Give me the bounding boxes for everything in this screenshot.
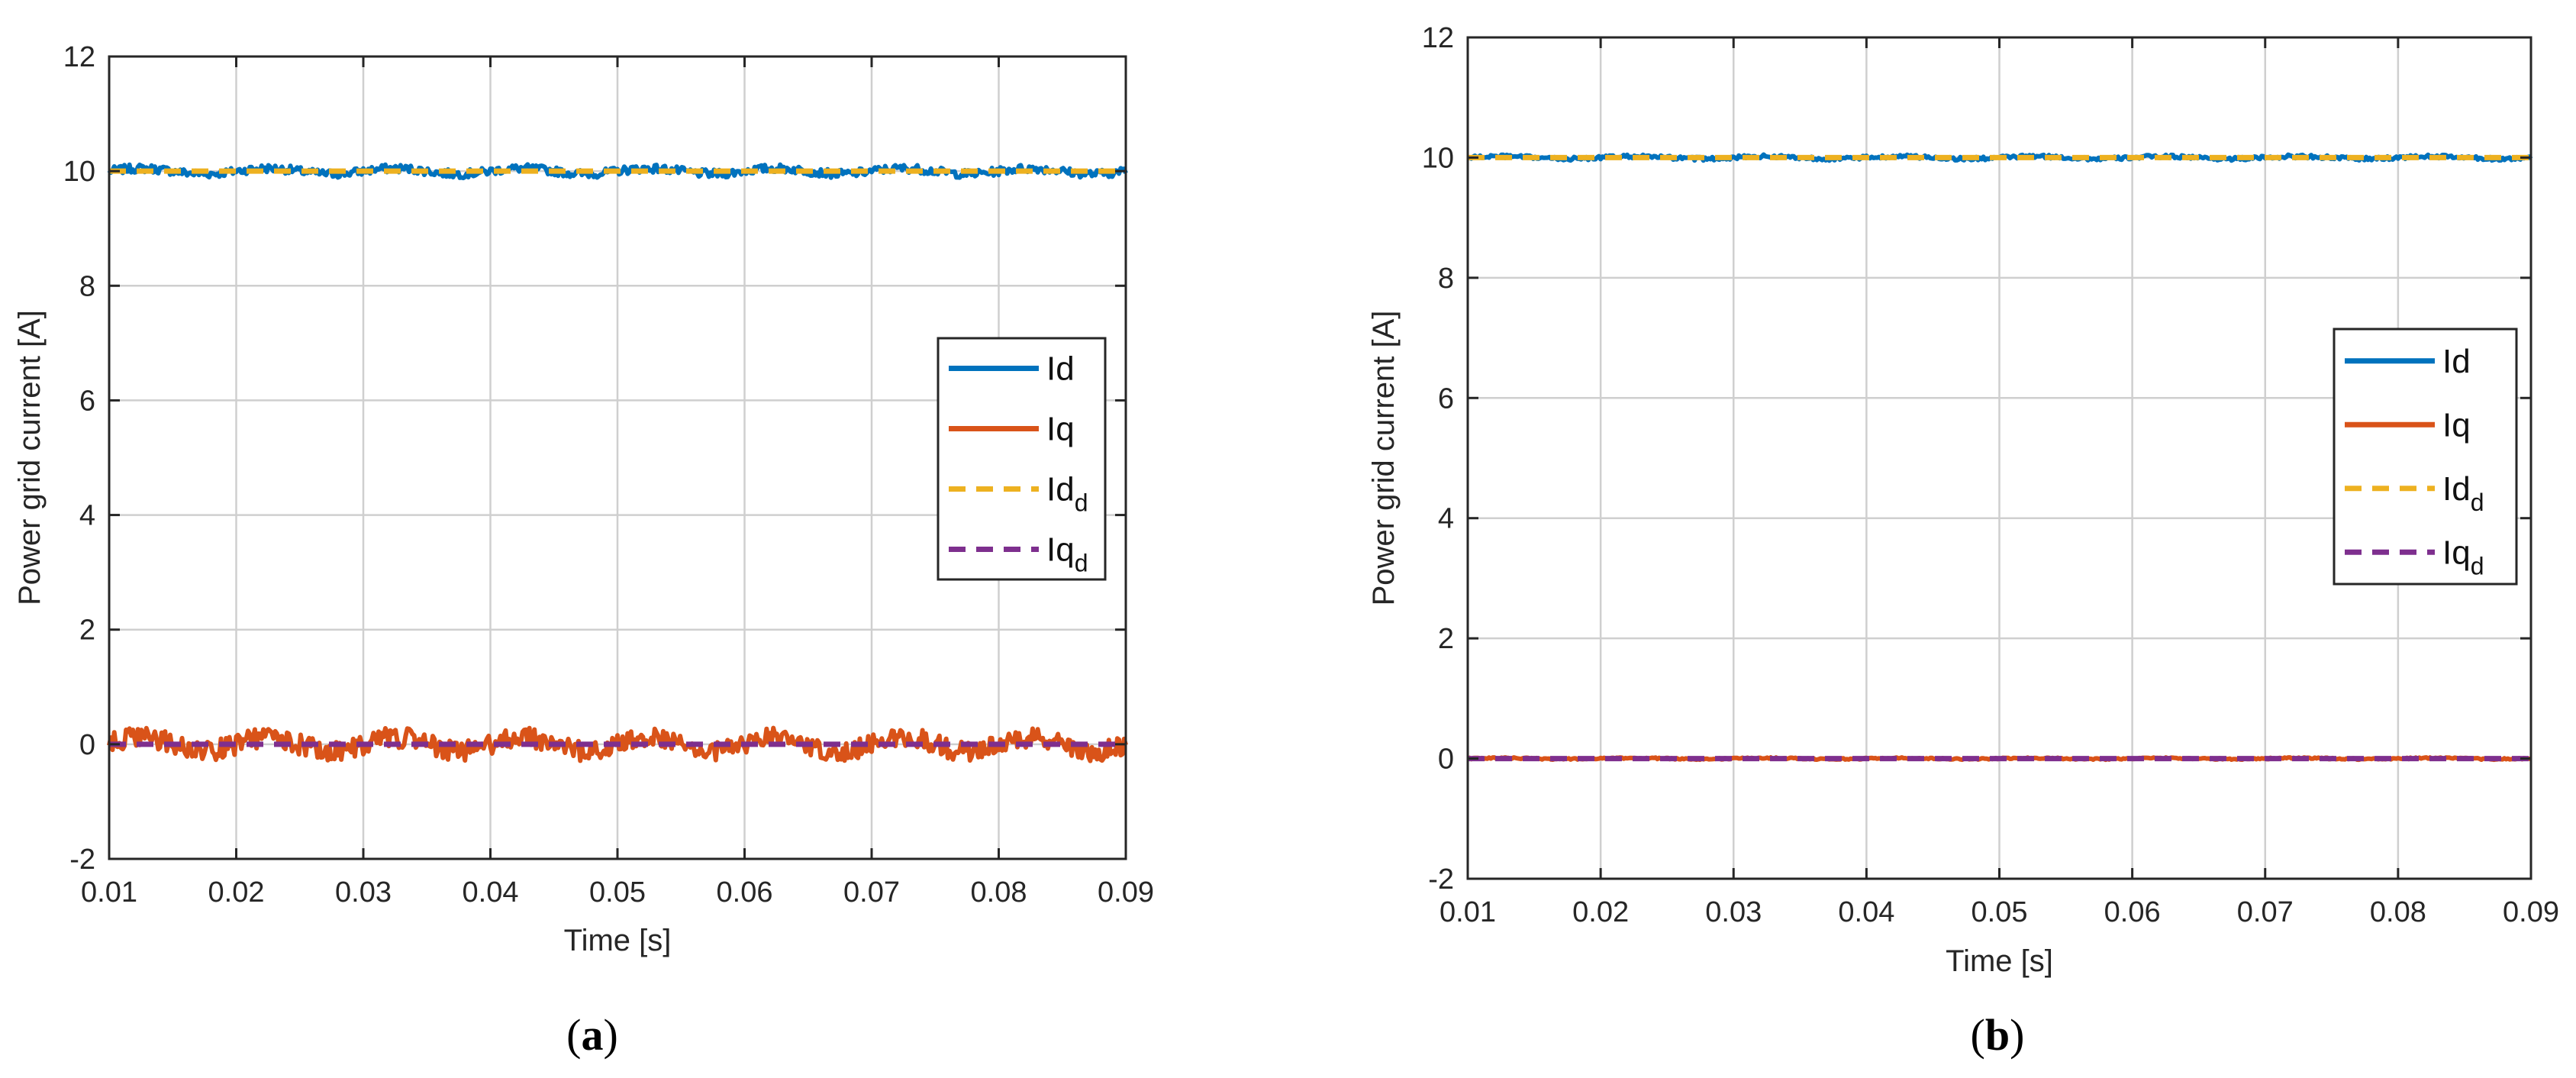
legend-entry: Id	[2442, 343, 2471, 380]
y-axis-label: Power grid current [A]	[1367, 311, 1401, 606]
x-tick-label: 0.01	[1440, 896, 1496, 928]
y-tick-label: 8	[1438, 263, 1454, 295]
ticks: 0.01 0.02 0.03 0.04 0.05 0.06 0.07 0.08 0.09 -2 0 2…	[1422, 22, 2559, 928]
y-tick-label: 2	[79, 615, 95, 647]
chart-panel-a: 0.01 0.02 0.03 0.04 0.05 0.06 0.07 0.08 0.09 -2 0 2…	[13, 41, 1154, 1060]
x-axis-label: Time [s]	[564, 924, 672, 957]
y-tick-label: 4	[1438, 503, 1454, 535]
y-tick-label: 0	[1438, 744, 1454, 776]
x-tick-label: 0.02	[208, 876, 265, 909]
x-tick-label: 0.03	[1705, 896, 1762, 928]
ticks: 0.01 0.02 0.03 0.04 0.05 0.06 0.07 0.08 0.09 -2 0 2…	[63, 41, 1154, 909]
legend-box	[937, 337, 1107, 581]
x-tick-label: 0.08	[971, 876, 1027, 909]
x-tick-label: 0.09	[1098, 876, 1154, 909]
series-group	[1466, 152, 2533, 763]
x-tick-label: 0.07	[843, 876, 900, 909]
x-tick-label: 0.07	[2237, 896, 2294, 928]
y-tick-label: 6	[1438, 382, 1454, 415]
y-tick-label: 6	[79, 385, 95, 417]
x-tick-label: 0.04	[1838, 896, 1894, 928]
y-tick-label: 12	[63, 41, 95, 73]
y-tick-label: -2	[1428, 863, 1454, 896]
y-tick-label: 10	[1422, 142, 1454, 174]
legend-entry: Iq	[1046, 411, 1075, 448]
chart-panel-b: 0.01 0.02 0.03 0.04 0.05 0.06 0.07 0.08 0.09 -2 0 2…	[1367, 22, 2559, 1060]
legend-entry: Id	[1046, 350, 1075, 388]
y-tick-label: 8	[79, 270, 95, 302]
legend-entry: Iq	[2442, 406, 2471, 444]
panel-label: (a)	[566, 1010, 618, 1060]
x-tick-label: 0.08	[2370, 896, 2426, 928]
y-tick-label: 4	[79, 500, 95, 532]
series-group	[107, 162, 1128, 763]
x-axis-label: Time [s]	[1946, 944, 2053, 978]
x-tick-label: 0.01	[81, 876, 137, 909]
y-tick-label: 2	[1438, 623, 1454, 655]
y-tick-label: 10	[63, 156, 95, 188]
y-tick-label: -2	[69, 844, 95, 876]
x-tick-label: 0.04	[463, 876, 519, 909]
y-tick-label: 12	[1422, 22, 1454, 54]
x-tick-label: 0.09	[2503, 896, 2559, 928]
x-tick-label: 0.06	[2104, 896, 2161, 928]
x-tick-label: 0.05	[589, 876, 646, 909]
y-tick-label: 0	[79, 729, 95, 761]
x-tick-label: 0.03	[335, 876, 392, 909]
y-axis-label: Power grid current [A]	[13, 310, 47, 605]
panel-label: (b)	[1971, 1010, 2025, 1060]
x-tick-label: 0.05	[1971, 896, 2028, 928]
x-tick-label: 0.02	[1572, 896, 1629, 928]
legend-box	[2333, 328, 2518, 586]
x-tick-label: 0.06	[717, 876, 773, 909]
